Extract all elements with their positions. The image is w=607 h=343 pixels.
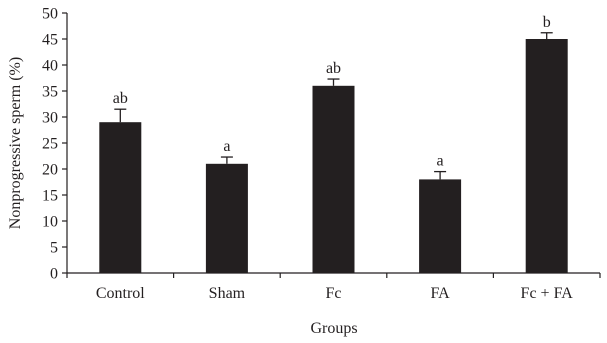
y-tick-label: 35 — [42, 84, 58, 101]
significance-label: a — [223, 138, 230, 155]
bar-control — [99, 122, 142, 273]
y-tick-label: 50 — [42, 6, 58, 23]
error-bars — [114, 32, 553, 180]
x-tick-label: Fc + FA — [521, 285, 574, 302]
significance-label: ab — [326, 60, 341, 77]
significance-label: b — [543, 14, 551, 31]
y-tick-label: 20 — [42, 162, 58, 179]
y-tick-label: 45 — [42, 32, 58, 49]
x-tick-label: FA — [430, 285, 450, 302]
x-axis-title: Groups — [310, 320, 357, 337]
y-tick-label: 30 — [42, 110, 58, 127]
bar-sham — [205, 163, 248, 273]
bar-fc — [312, 85, 355, 273]
significance-label: ab — [113, 90, 128, 107]
y-tick-label: 15 — [42, 188, 58, 205]
x-tick-label: Sham — [209, 285, 246, 302]
y-tick-label: 25 — [42, 136, 58, 153]
y-tick-label: 40 — [42, 58, 58, 75]
significance-label: a — [437, 153, 444, 170]
x-tick-label: Fc — [326, 285, 342, 302]
y-tick-label: 10 — [42, 214, 58, 231]
bars — [99, 39, 568, 273]
y-tick-label: 0 — [50, 266, 58, 283]
x-tick-label: Control — [96, 285, 145, 302]
bar-fc-fa — [525, 39, 568, 273]
bar-fa — [419, 179, 462, 273]
y-axis: 0 5 10 15 20 25 30 35 40 45 50 — [42, 6, 68, 283]
x-axis: Control Sham Fc FA Fc + FA — [66, 272, 601, 302]
y-axis-title: Nonprogressive sperm (%) — [7, 57, 24, 229]
y-tick-label: 5 — [50, 240, 58, 257]
